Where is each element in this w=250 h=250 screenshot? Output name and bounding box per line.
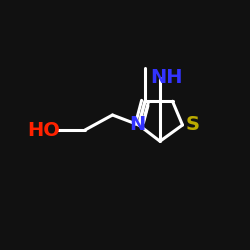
Text: N: N	[130, 116, 146, 134]
Text: HO: HO	[27, 120, 60, 140]
Text: S: S	[186, 116, 200, 134]
Text: NH: NH	[151, 68, 183, 87]
